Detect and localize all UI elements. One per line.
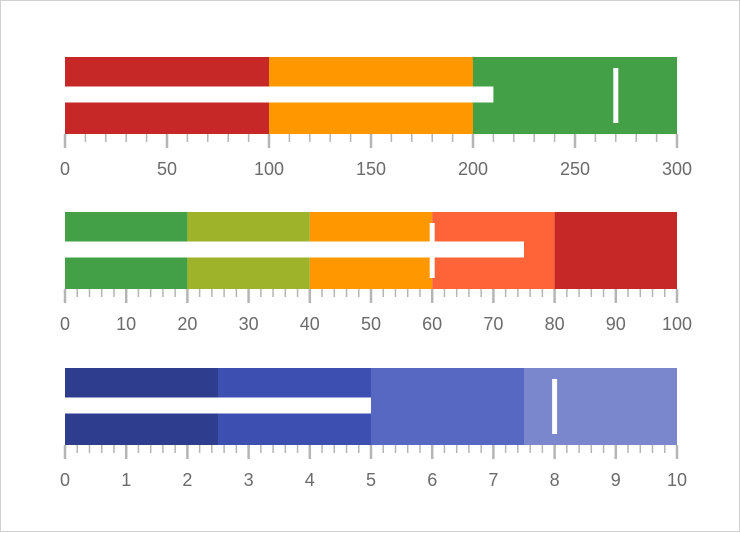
tick-label: 4 — [305, 470, 315, 490]
tick-label: 1 — [121, 470, 131, 490]
tick-label: 60 — [422, 314, 442, 334]
tick-label: 40 — [300, 314, 320, 334]
tick-label: 300 — [662, 159, 692, 179]
tick-label: 50 — [361, 314, 381, 334]
tick-label: 80 — [545, 314, 565, 334]
range-band-4 — [524, 368, 677, 445]
value-bar — [65, 86, 494, 103]
tick-label: 3 — [244, 470, 254, 490]
tick-label: 150 — [356, 159, 386, 179]
tick-label: 250 — [560, 159, 590, 179]
value-bar — [65, 397, 371, 414]
tick-label: 6 — [427, 470, 437, 490]
tick-label: 0 — [60, 470, 70, 490]
bullet-chart-2: 0 10 20 30 40 50 60 70 80 90 100 — [60, 212, 692, 334]
tick-label: 10 — [667, 470, 687, 490]
tick-label: 90 — [606, 314, 626, 334]
tick-label: 5 — [366, 470, 376, 490]
range-band-5 — [554, 212, 677, 289]
range-band-3 — [473, 57, 677, 134]
tick-label: 70 — [483, 314, 503, 334]
target-marker — [429, 223, 435, 278]
tick-label: 0 — [60, 159, 70, 179]
bullet-chart-1: 0 50 100 150 200 250 300 — [60, 57, 692, 179]
tick-label: 10 — [116, 314, 136, 334]
tick-label: 100 — [254, 159, 284, 179]
tick-label: 20 — [177, 314, 197, 334]
tick-label: 2 — [182, 470, 192, 490]
tick-label: 200 — [458, 159, 488, 179]
tick-label: 9 — [611, 470, 621, 490]
target-marker — [613, 68, 619, 123]
tick-label: 0 — [60, 314, 70, 334]
value-bar — [65, 241, 524, 258]
tick-label: 30 — [239, 314, 259, 334]
range-band-3 — [371, 368, 524, 445]
tick-label: 7 — [488, 470, 498, 490]
bullet-chart-3: 0 1 2 3 4 5 6 7 8 9 10 — [60, 368, 687, 490]
target-marker — [552, 379, 558, 434]
tick-label: 50 — [157, 159, 177, 179]
tick-label: 100 — [662, 314, 692, 334]
tick-label: 8 — [550, 470, 560, 490]
